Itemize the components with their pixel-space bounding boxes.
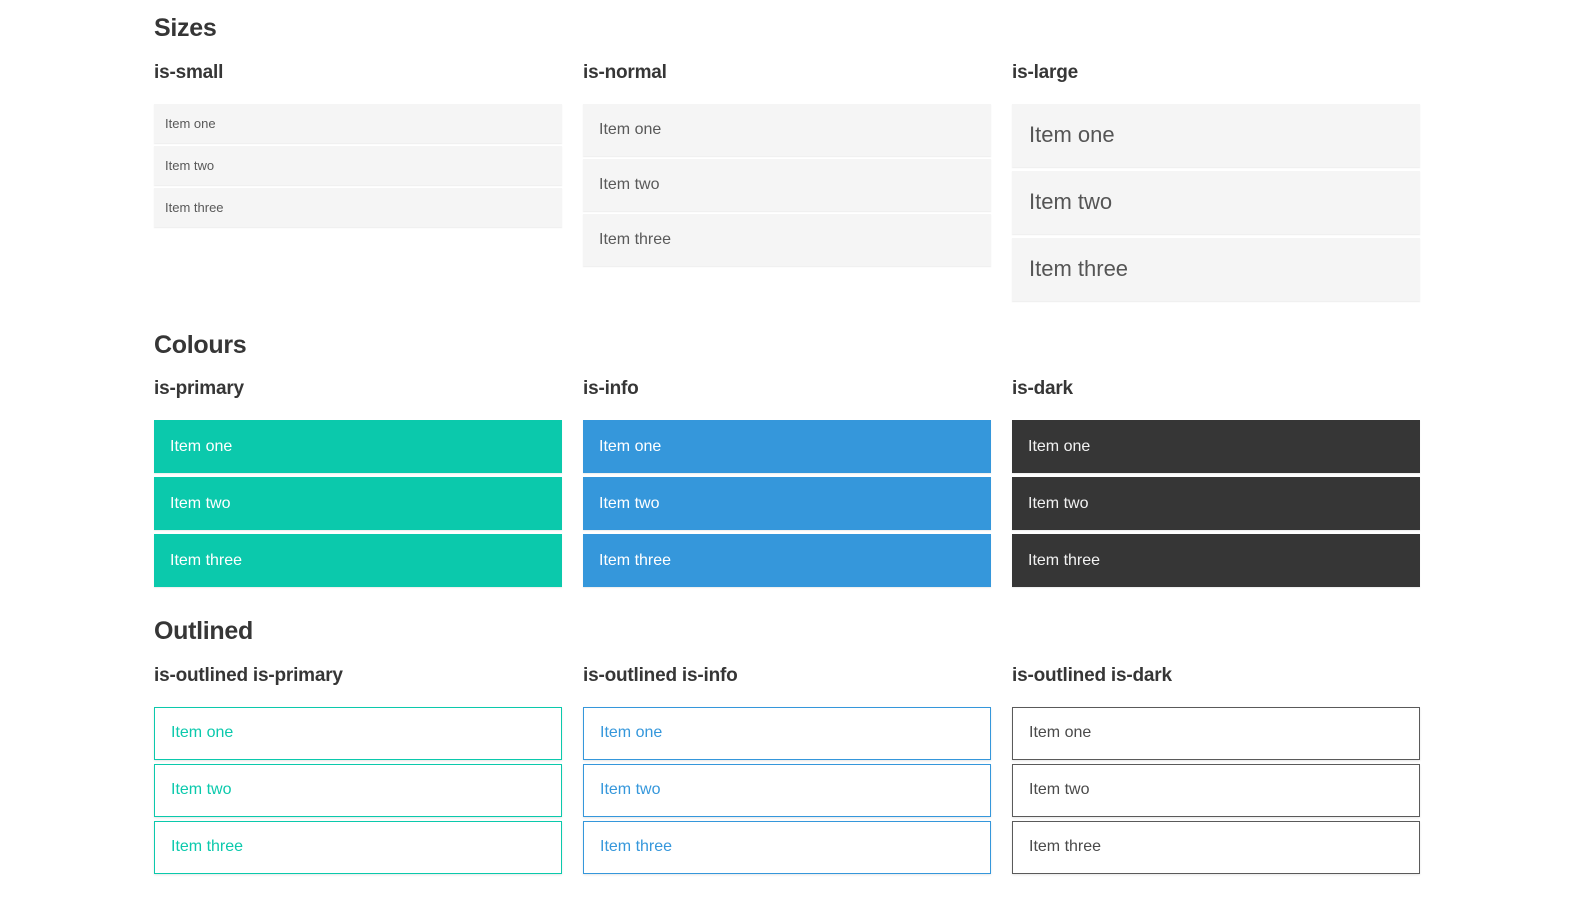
list-is-primary: Item one Item two Item three [154,420,562,588]
group-heading-is-small: is-small [154,61,224,83]
section-title-colours: Colours [154,330,247,359]
group-heading-is-outlined-is-primary: is-outlined is-primary [154,664,343,686]
list-is-dark: Item one Item two Item three [1012,420,1420,588]
list-item[interactable]: Item two [1012,170,1420,234]
list-item[interactable]: Item three [583,820,991,874]
list-is-outlined-is-dark: Item one Item two Item three [1012,706,1420,874]
list-item[interactable]: Item three [154,534,562,588]
list-is-normal: Item one Item two Item three [583,103,991,266]
section-sizes: Sizes is-small Item one Item two Item th… [154,14,1420,305]
list-is-info: Item one Item two Item three [583,420,991,588]
list-item[interactable]: Item two [1012,763,1420,817]
group-is-dark: is-dark Item one Item two Item three [1012,378,1420,591]
list-is-large: Item one Item two Item three [1012,103,1420,301]
section-outlined: Outlined is-outlined is-primary Item one… [154,617,1420,878]
list-item[interactable]: Item two [154,145,562,185]
section-title-sizes: Sizes [154,14,217,42]
list-item[interactable]: Item one [1012,706,1420,760]
group-is-normal: is-normal Item one Item two Item three [583,62,991,269]
list-item[interactable]: Item two [583,158,991,211]
group-heading-is-dark: is-dark [1012,378,1073,400]
list-item[interactable]: Item three [154,187,562,227]
group-is-outlined-is-dark: is-outlined is-dark Item one Item two It… [1012,665,1420,878]
list-item[interactable]: Item one [1012,103,1420,167]
group-is-outlined-is-info: is-outlined is-info Item one Item two It… [583,665,991,878]
sizes-columns: is-small Item one Item two Item three is… [154,62,1420,305]
list-item[interactable]: Item three [1012,820,1420,874]
list-is-outlined-is-primary: Item one Item two Item three [154,706,562,874]
colours-columns: is-primary Item one Item two Item three … [154,378,1420,591]
group-heading-is-large: is-large [1012,61,1078,83]
list-item[interactable]: Item two [583,763,991,817]
list-item[interactable]: Item one [154,420,562,474]
list-item[interactable]: Item one [154,103,562,143]
group-heading-is-primary: is-primary [154,378,244,400]
list-item[interactable]: Item three [583,534,991,588]
group-heading-is-outlined-is-info: is-outlined is-info [583,664,738,686]
group-is-info: is-info Item one Item two Item three [583,378,991,591]
group-is-primary: is-primary Item one Item two Item three [154,378,562,591]
list-is-small: Item one Item two Item three [154,103,562,227]
list-item[interactable]: Item one [1012,420,1420,474]
list-is-outlined-is-info: Item one Item two Item three [583,706,991,874]
list-item[interactable]: Item two [583,477,991,531]
section-title-outlined: Outlined [154,617,253,646]
list-item[interactable]: Item one [583,420,991,474]
list-item[interactable]: Item three [154,820,562,874]
group-heading-is-normal: is-normal [583,61,667,83]
section-colours: Colours is-primary Item one Item two Ite… [154,331,1420,592]
list-item[interactable]: Item two [154,477,562,531]
list-item[interactable]: Item one [583,103,991,156]
outlined-columns: is-outlined is-primary Item one Item two… [154,665,1420,878]
list-item[interactable]: Item two [154,763,562,817]
list-item[interactable]: Item two [1012,477,1420,531]
group-heading-is-info: is-info [583,378,639,400]
group-is-large: is-large Item one Item two Item three [1012,62,1420,305]
group-is-small: is-small Item one Item two Item three [154,62,562,230]
list-item[interactable]: Item three [1012,237,1420,301]
group-heading-is-outlined-is-dark: is-outlined is-dark [1012,664,1172,686]
list-item[interactable]: Item one [583,706,991,760]
list-item[interactable]: Item three [1012,534,1420,588]
group-is-outlined-is-primary: is-outlined is-primary Item one Item two… [154,665,562,878]
list-item[interactable]: Item one [154,706,562,760]
list-item[interactable]: Item three [583,213,991,266]
